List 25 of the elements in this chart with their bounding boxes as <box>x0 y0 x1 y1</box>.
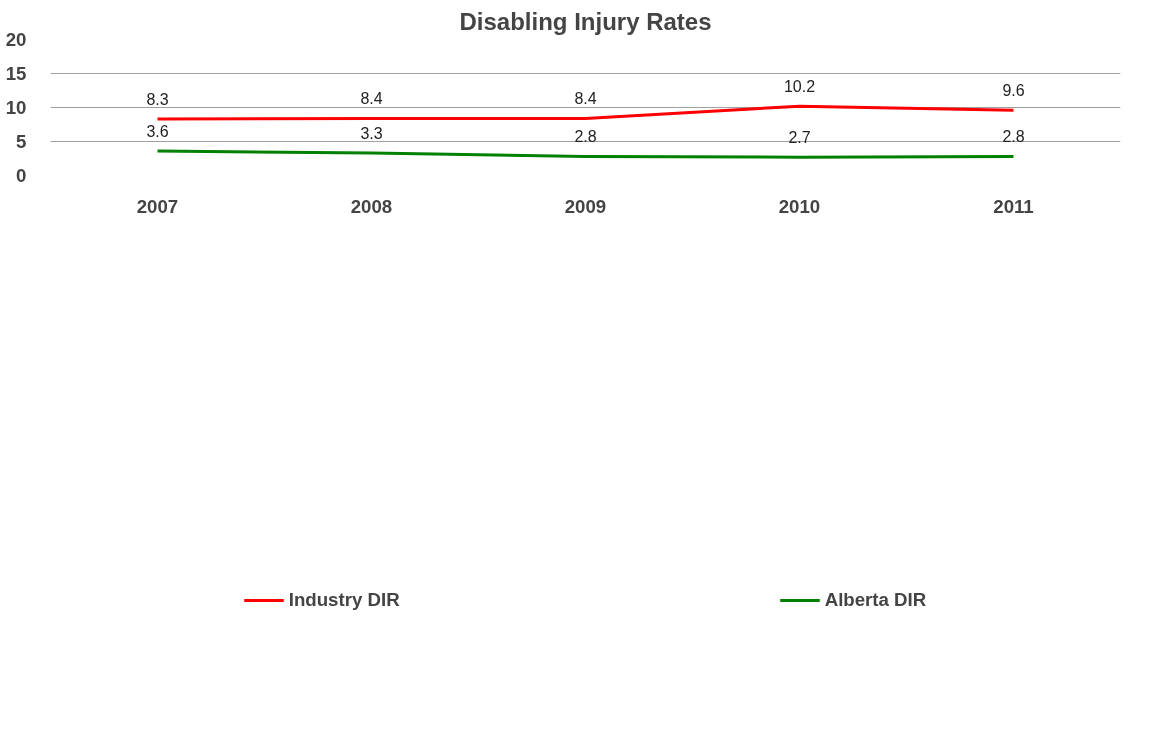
y-tick-label: 0 <box>16 165 27 186</box>
y-tick-label: 10 <box>5 97 27 118</box>
y-tick-label: 5 <box>16 131 27 152</box>
data-label: 3.6 <box>146 123 169 141</box>
data-label: 10.2 <box>783 78 816 96</box>
data-label: 2.8 <box>574 128 597 146</box>
data-label: 9.6 <box>1002 82 1025 100</box>
x-tick-label: 2008 <box>350 195 393 217</box>
x-tick-label: 2009 <box>564 195 607 217</box>
y-tick-label: 20 <box>5 29 27 50</box>
data-label: 3.3 <box>360 125 383 143</box>
y-tick-label: 15 <box>5 63 27 84</box>
legend-label: Industry DIR <box>288 588 400 611</box>
x-tick-label: 2010 <box>778 195 821 217</box>
data-label: 8.3 <box>146 91 169 109</box>
line-series <box>156 149 1015 159</box>
legend-label: Alberta DIR <box>824 588 927 611</box>
data-label: 2.8 <box>1002 128 1025 146</box>
data-label: 2.7 <box>788 129 811 147</box>
x-tick-label: 2011 <box>993 195 1034 217</box>
line-series <box>156 104 1015 121</box>
data-label: 8.4 <box>574 90 597 108</box>
data-label: 8.4 <box>360 90 383 108</box>
x-tick-label: 2007 <box>136 195 179 217</box>
chart-title: Disabling Injury Rates <box>459 7 712 35</box>
